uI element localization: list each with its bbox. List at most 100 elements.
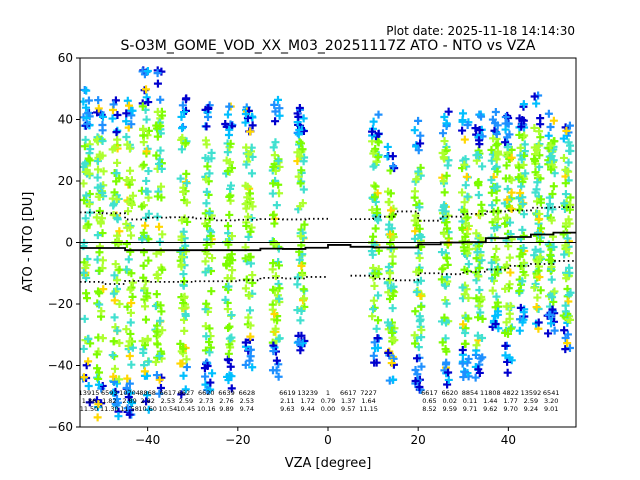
scatter-point [98,137,107,145]
scatter-point [228,256,237,265]
scatter-point [203,222,212,231]
scatter-point [502,161,511,170]
scatter-point [518,178,527,187]
scatter-point [478,314,487,323]
scatter-point [473,331,482,340]
scatter-point [411,227,420,236]
scatter-point [158,326,167,335]
scatter-point [110,188,119,197]
scatter-point [368,205,377,214]
scatter-point [93,396,102,405]
scatter-point [415,203,424,212]
scatter-point [158,230,167,239]
scatter-point [535,237,544,246]
bin-annotation-value: 13239 [297,389,318,397]
scatter-point [492,196,501,205]
scatter-point [157,182,166,191]
scatter-point [122,325,131,334]
scatter-point [514,173,523,182]
scatter-point [128,398,137,407]
scatter-point [438,338,447,347]
scatter-point [492,292,501,301]
scatter-point [533,229,542,238]
scatter-point [245,356,254,365]
scatter-point [80,196,89,205]
scatter-point [272,356,281,365]
scatter-point [112,169,121,178]
scatter-point [472,341,481,350]
scatter-point [411,377,420,386]
scatter-point [458,223,467,232]
scatter-point [415,254,424,263]
scatter-point [110,364,119,373]
scatter-point [225,371,234,380]
scatter-point [515,326,524,335]
scatter-point [463,120,472,129]
scatter-point [559,134,568,143]
scatter-point [439,177,448,186]
scatter-point [501,174,510,183]
bin-annotation-value: 4822 [502,389,519,397]
bin-annotation-value: 11808 [480,389,501,397]
scatter-point [138,162,147,171]
scatter-point [241,200,250,209]
scatter-point [122,240,131,249]
scatter-point [124,207,133,216]
scatter-point [141,221,150,230]
bin-annotation-value: 2.82 [140,397,154,405]
scatter-point [226,362,235,371]
scatter-point [297,261,306,270]
scatter-point [124,101,133,110]
scatter-point [269,163,278,172]
scatter-point [300,220,309,229]
scatter-point [531,245,540,254]
bin-annotation-value: 6620 [198,389,215,397]
scatter-point [547,319,556,328]
scatter-point [519,210,528,219]
scatter-point [475,264,484,273]
scatter-point [114,412,123,421]
scatter-point [95,289,104,298]
scatter-point [535,127,544,136]
bin-annotation-value: 1 [326,389,330,397]
scatter-point [472,151,481,160]
scatter-point [178,304,187,313]
scatter-point [293,280,302,289]
scatter-point [156,316,165,325]
scatter-point [144,357,153,366]
scatter-point [491,320,500,329]
scatter-point [414,146,423,155]
scatter-point [561,334,570,343]
scatter-point [440,154,449,163]
scatter-point [109,337,118,346]
scatter-point [473,248,482,257]
scatter-point [507,188,516,197]
scatter-point [501,351,510,360]
scatter-point [296,232,305,241]
scatter-point [223,253,232,262]
scatter-point [182,363,191,372]
scatter-point [80,314,89,323]
scatter-point [123,374,132,383]
scatter-point [515,130,524,139]
scatter-point [115,265,124,274]
scatter-point [505,353,514,362]
scatter-point [440,218,449,227]
y-tick-label: 0 [65,236,73,250]
scatter-point [388,291,397,300]
scatter-point [559,230,568,239]
scatter-point [505,253,514,262]
scatter-point [294,112,303,121]
scatter-point [271,107,280,116]
scatter-point [84,220,93,229]
scatter-point [369,273,378,282]
bin-annotation-value: 9.71 [463,405,477,413]
scatter-point [440,313,449,322]
scatter-point [488,286,497,295]
scatter-point [442,119,451,128]
scatter-point [92,350,101,359]
scatter-point [475,285,484,294]
scatter-point [223,221,232,230]
scatter-point [152,151,161,160]
